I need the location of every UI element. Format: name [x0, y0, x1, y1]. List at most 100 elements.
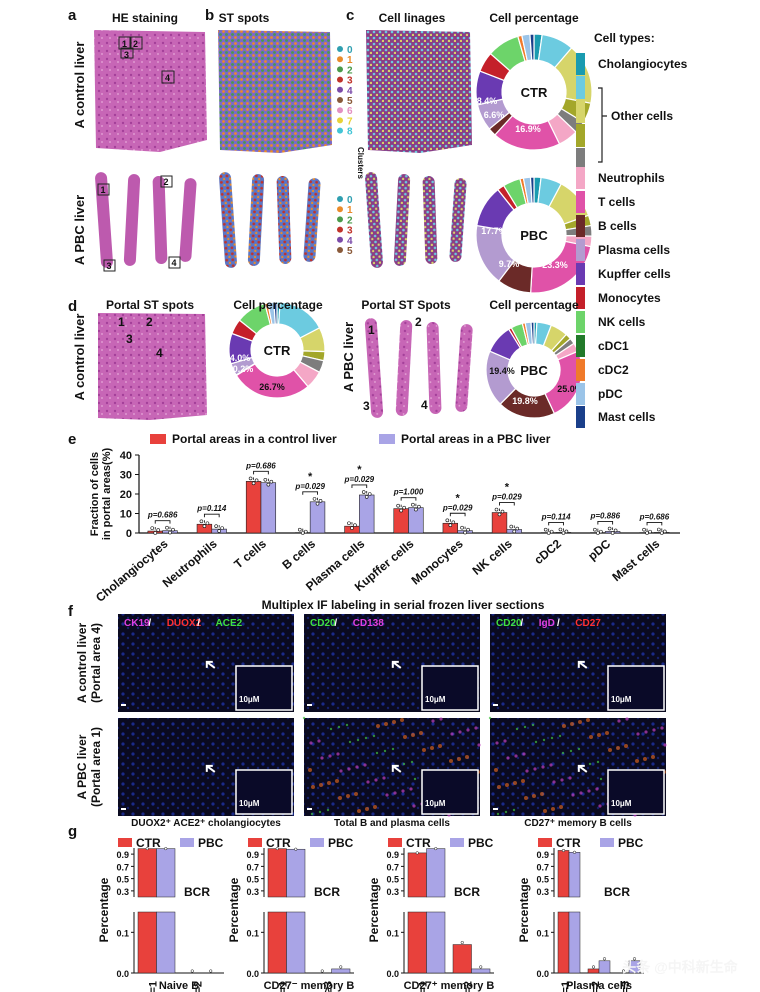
data-point — [515, 526, 520, 531]
x-category: NK cells — [470, 536, 516, 577]
data-point — [156, 528, 161, 532]
g-category: N=2 — [590, 981, 602, 992]
if-inset — [235, 665, 293, 711]
data-point — [494, 507, 499, 512]
if-caption: DUOX2⁺ ACE2⁺ cholangiocytes — [131, 818, 281, 829]
y-tick-label: 0 — [126, 528, 132, 540]
legend-swatch-ctr — [118, 838, 132, 847]
he-box-ctrl — [161, 70, 175, 84]
g-xlabel: Plasma cells — [566, 980, 632, 992]
he-strip-pbc — [95, 172, 113, 268]
data-point — [353, 523, 357, 528]
star: * — [308, 471, 313, 483]
g-point — [164, 847, 168, 851]
lineage-strip-pbc — [422, 176, 438, 264]
if-stain-label: CD20 — [496, 618, 522, 629]
data-point — [463, 530, 467, 535]
legend-pbc-g: PBC — [618, 836, 644, 850]
portal-num-pbc: 1 — [368, 323, 375, 337]
if-signal — [525, 769, 529, 773]
col-title-he: HE staining — [112, 11, 178, 25]
donut-pbc-pct-label: 17.7% — [481, 226, 507, 236]
cluster-label: 0 — [347, 45, 353, 56]
g-xlabel: CD27⁻ memory B — [264, 980, 355, 992]
if-signal — [400, 718, 404, 722]
bar-ctrl — [491, 512, 508, 534]
x-category: cDC2 — [531, 536, 564, 567]
col-title-lineage: Cell linages — [379, 11, 446, 25]
donut-pbc-slice — [529, 176, 535, 204]
donut-portal-pbc-pct-label: 19.4% — [489, 366, 515, 376]
legend-swatch-b-cells — [576, 215, 585, 237]
if-stain-label: ACE2 — [216, 618, 243, 629]
he-strip-pbc — [123, 174, 141, 266]
legend-swatch-pdc — [576, 383, 585, 405]
he-box-number: 2 — [133, 39, 138, 49]
p-value: p=0.686 — [147, 511, 178, 520]
if-stain-label: / — [557, 618, 560, 629]
g-category: N=1 — [148, 981, 160, 992]
if-signal — [488, 716, 492, 720]
g-category: N=1 — [418, 981, 430, 992]
legend-swatch-nk-cells — [576, 311, 585, 333]
data-point — [657, 527, 661, 532]
ylabel-2: in portal areas(%) — [101, 448, 113, 541]
data-point — [411, 502, 415, 507]
st-strip-pbc — [276, 176, 292, 264]
if-caption: CD27⁺ memory B cells — [524, 818, 632, 829]
g-tick-label: 0.1 — [116, 928, 129, 938]
data-point — [315, 501, 320, 506]
significance-bracket — [499, 502, 515, 506]
g-xlabel: Naive B — [159, 980, 199, 992]
data-point — [645, 531, 649, 535]
x-category: pDC — [585, 536, 613, 563]
data-point — [396, 503, 400, 508]
if-scale: 10μM — [239, 799, 260, 808]
cluster-label: 5 — [347, 96, 353, 107]
data-point — [251, 481, 256, 486]
panel-letter-a: a — [68, 7, 77, 24]
legend-pbc: Portal areas in a PBC liver — [401, 432, 551, 446]
if-signal — [599, 777, 603, 781]
g-title: BCR — [184, 885, 210, 899]
significance-bracket — [351, 484, 368, 488]
legend-swatch-ctr — [248, 838, 262, 847]
legend-ctr: CTR — [556, 836, 581, 850]
if-signal — [541, 765, 545, 769]
if-signal — [497, 785, 501, 789]
g-tick-label: 0.0 — [246, 969, 259, 979]
if-signal — [570, 722, 574, 726]
g-point — [632, 957, 637, 961]
panel-letter-f: f — [68, 603, 74, 620]
he-box-number: 1 — [101, 185, 106, 195]
star: * — [357, 464, 362, 476]
if-signal — [588, 762, 592, 766]
he-box-ctrl — [120, 47, 134, 59]
if-stain-label: DUOX2 — [167, 618, 202, 629]
if-signal — [625, 717, 629, 721]
if-stain-label: / — [148, 618, 151, 629]
g-bar-pbc-upper — [286, 848, 306, 898]
g-bar-ctr-upper — [407, 852, 427, 898]
g-point — [434, 847, 438, 851]
g-tick-label: 0.7 — [386, 862, 399, 872]
if-inset — [607, 665, 665, 711]
data-point — [248, 476, 253, 481]
g-tick-label: 0.9 — [386, 850, 399, 860]
legend-label: pDC — [598, 387, 623, 401]
p-value: p=0.686 — [639, 512, 670, 521]
g-tick-label: 0.5 — [386, 875, 399, 885]
g-tick-label: 0.5 — [536, 875, 549, 885]
if-signal — [568, 776, 572, 780]
cluster-dot — [337, 196, 343, 202]
g-point — [591, 965, 596, 969]
significance-bracket — [449, 512, 466, 517]
if-signal — [496, 812, 500, 816]
if-scale: 10μM — [425, 695, 446, 704]
g-tick-label: 0.7 — [536, 862, 549, 872]
cluster-dot — [337, 107, 343, 114]
data-point — [448, 523, 453, 528]
if-signal — [474, 726, 478, 730]
if-signal — [558, 734, 562, 738]
legend-swatch-kupffer-cells — [576, 263, 585, 285]
